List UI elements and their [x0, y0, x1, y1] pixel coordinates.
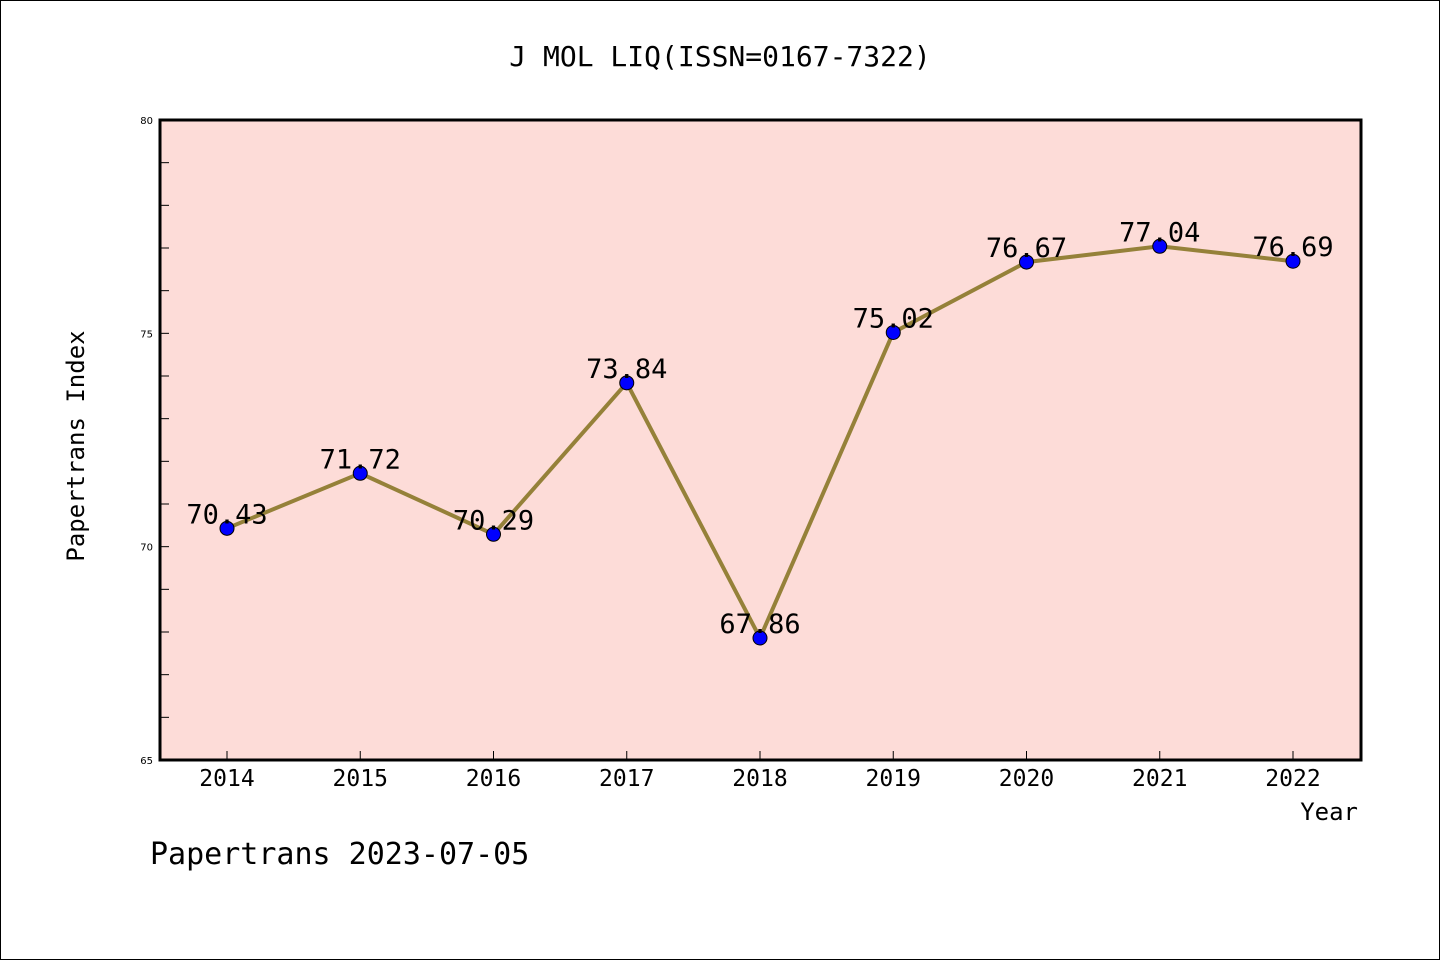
data-label: 70.29 — [453, 505, 534, 536]
data-label: 76.69 — [1252, 232, 1333, 263]
x-tick-label: 2017 — [599, 766, 654, 792]
plot-area — [158, 118, 1363, 762]
x-axis-label: Year — [1300, 798, 1358, 826]
data-label: 70.43 — [186, 499, 267, 530]
data-point — [1152, 238, 1168, 254]
y-tick-label: 75 — [140, 329, 153, 340]
data-point — [619, 375, 635, 391]
y-axis-label: Papertrans Index — [62, 330, 90, 561]
y-tick-label: 80 — [140, 116, 153, 127]
x-tick-label: 2015 — [333, 766, 388, 792]
data-point — [219, 520, 235, 536]
x-tick-label: 2021 — [1132, 766, 1187, 792]
data-point — [1285, 253, 1301, 269]
data-point — [1019, 254, 1034, 270]
data-point — [885, 324, 901, 340]
data-label: 71.72 — [320, 444, 401, 475]
x-tick-label: 2018 — [732, 766, 787, 792]
data-point — [486, 526, 501, 542]
data-point — [752, 630, 768, 646]
data-label: 76.67 — [986, 233, 1067, 264]
data-point — [352, 465, 368, 481]
y-tick-label: 65 — [140, 756, 153, 767]
data-markers — [219, 238, 1301, 646]
data-label: 67.86 — [719, 609, 800, 640]
x-tick-label: 2016 — [466, 766, 521, 792]
x-axis-ticks: 2014 2015 2016 2017 2018 2019 2020 2021 2022 — [199, 751, 1321, 792]
x-tick-label: 2022 — [1265, 766, 1320, 792]
data-label: 75.02 — [853, 303, 934, 334]
data-labels: 70.43 71.72 70.29 73.84 67.86 75.02 76.67 77.04… — [186, 217, 1333, 640]
y-axis-ticks: 65 70 75 80 — [140, 116, 169, 767]
chart-title: J MOL LIQ(ISSN=0167-7322) — [509, 40, 930, 73]
data-label: 73.84 — [586, 354, 667, 385]
data-label: 77.04 — [1119, 217, 1200, 248]
y-minor-ticks — [160, 162, 169, 718]
footer-credit: Papertrans 2023-07-05 — [150, 837, 529, 872]
x-tick-label: 2014 — [199, 766, 254, 792]
y-tick-label: 70 — [140, 543, 153, 554]
x-tick-label: 2019 — [866, 766, 921, 792]
x-tick-label: 2020 — [999, 766, 1054, 792]
